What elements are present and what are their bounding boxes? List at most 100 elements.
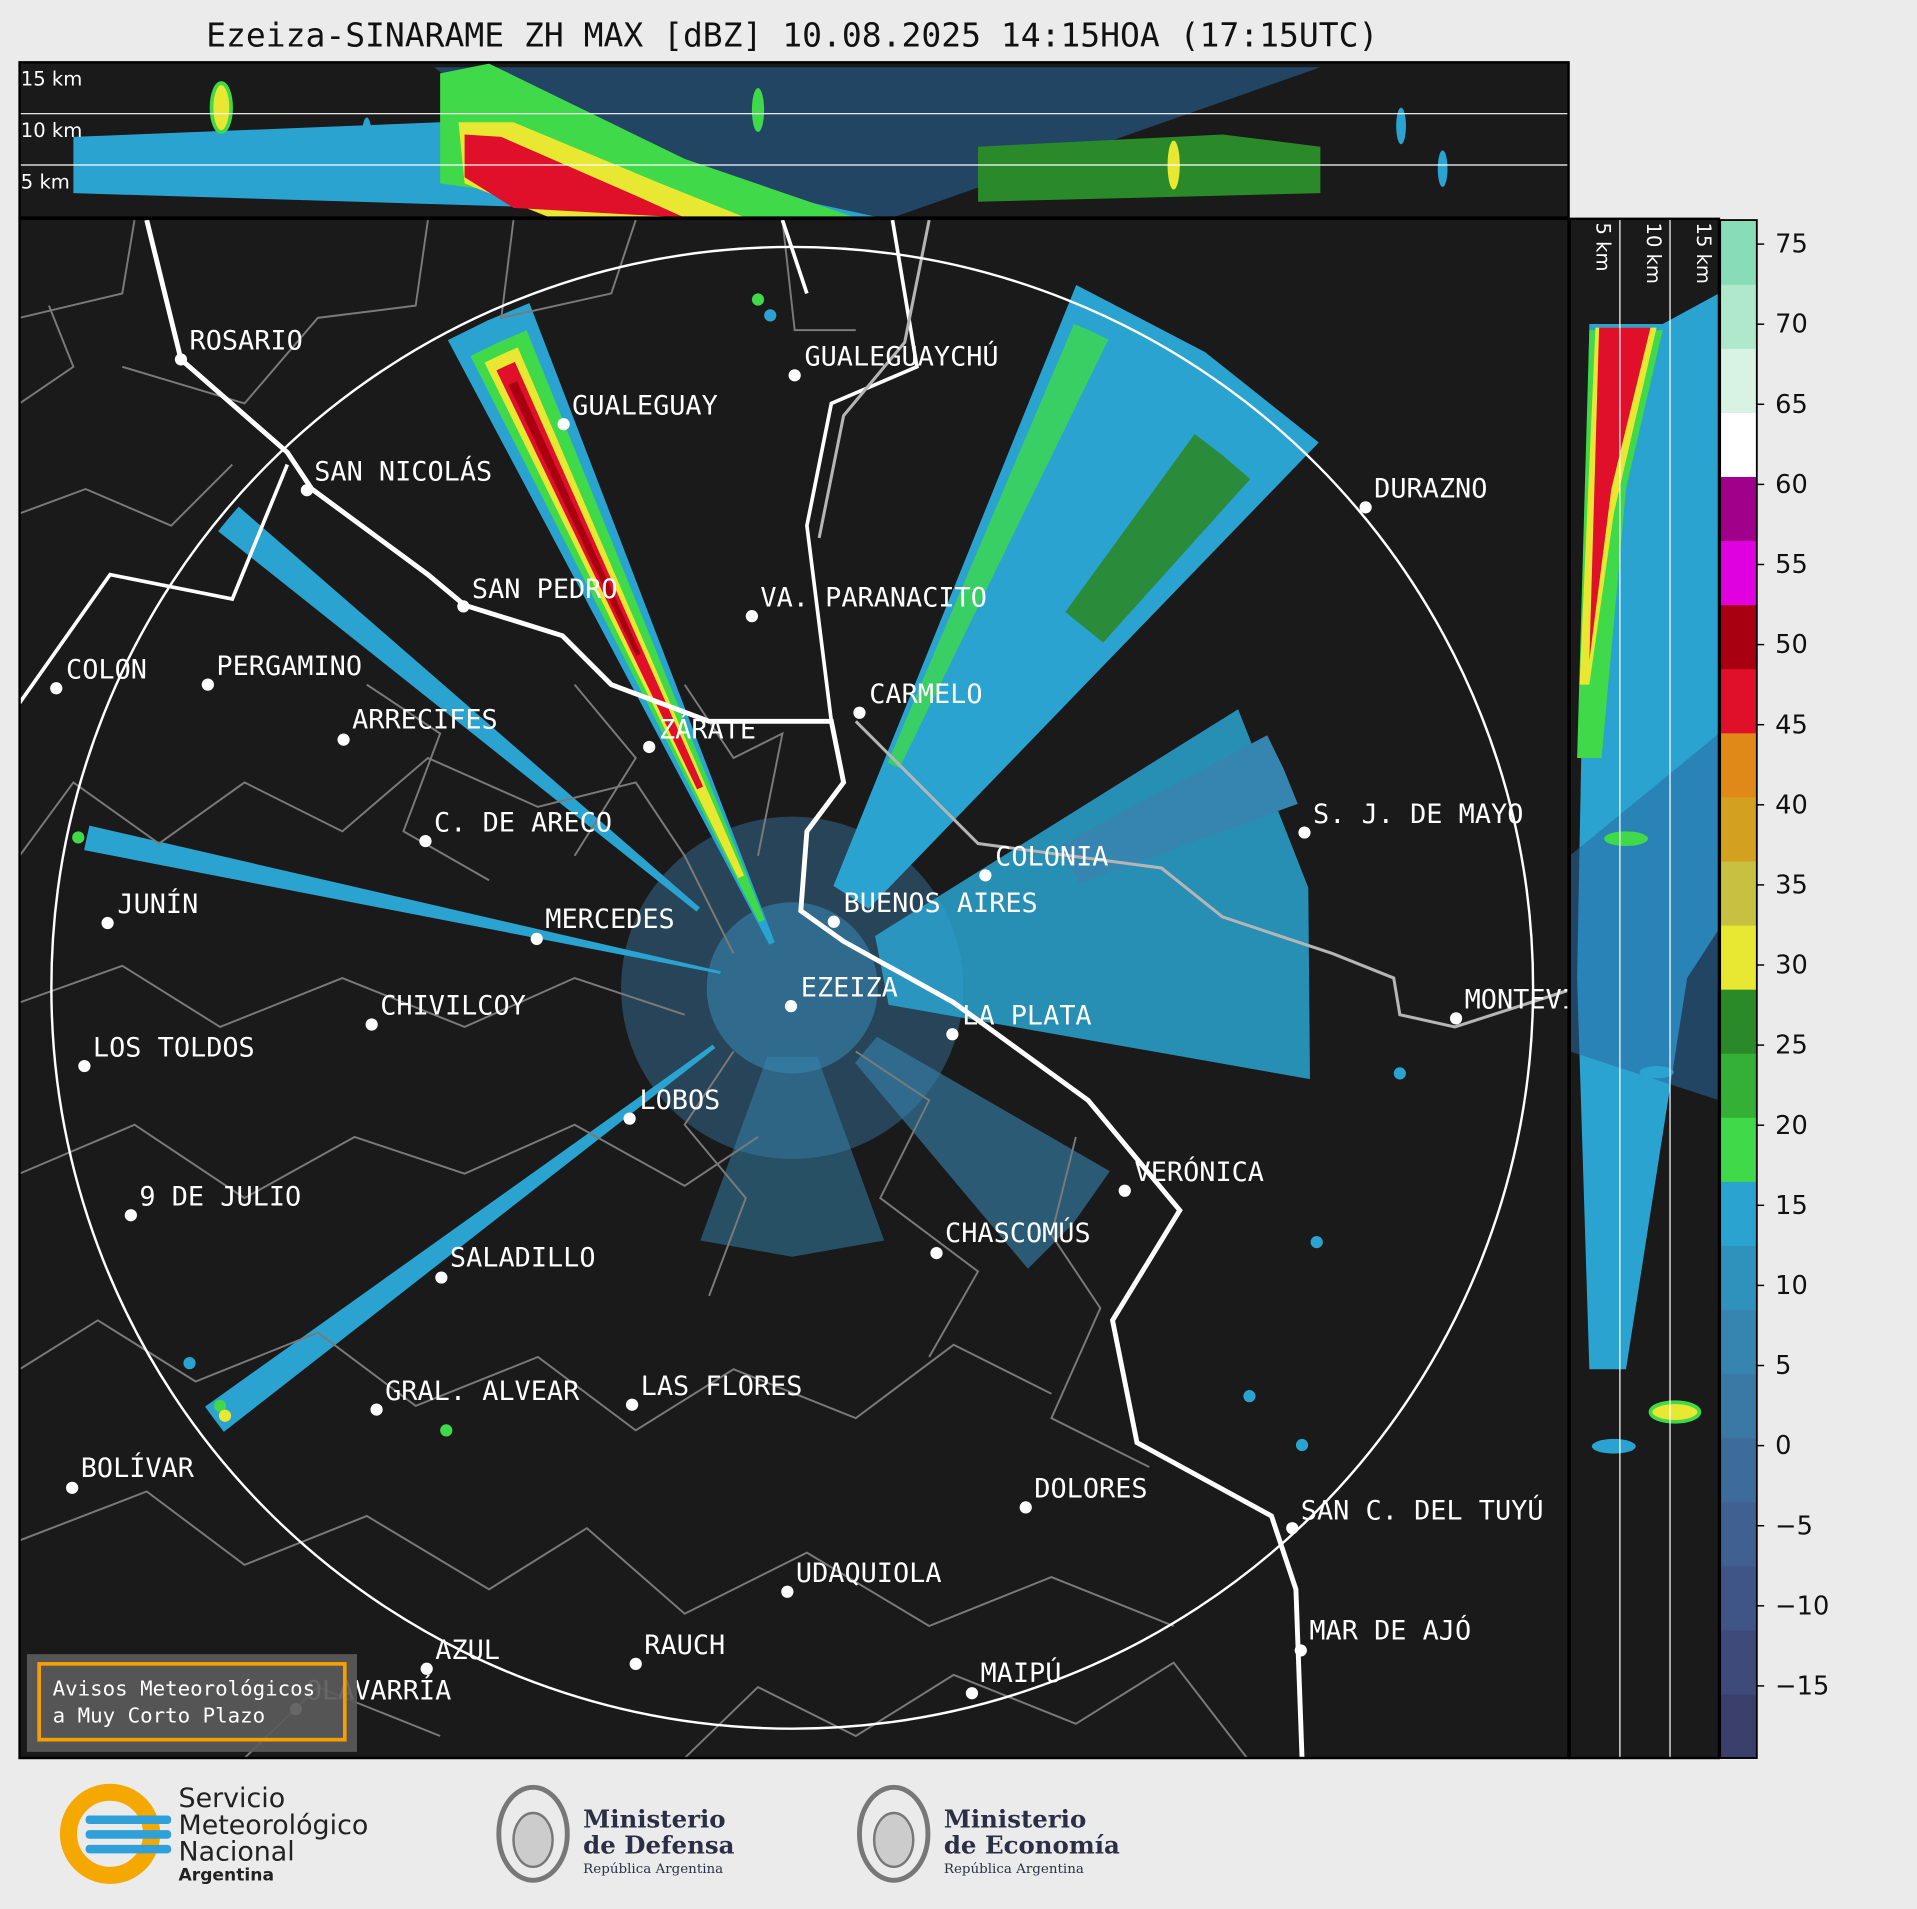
echo bbox=[440, 1424, 453, 1437]
radar-echoes bbox=[72, 284, 1406, 1452]
city-dot bbox=[1294, 1644, 1307, 1657]
colorbar-tick-label: 50 bbox=[1775, 630, 1808, 660]
notice-box bbox=[26, 1654, 358, 1752]
city-dot bbox=[625, 1398, 639, 1411]
colorbar-tick-label: 5 bbox=[1775, 1351, 1791, 1381]
echo bbox=[218, 506, 700, 912]
colorbar-segment bbox=[1720, 1437, 1757, 1503]
colorbar-segment bbox=[1720, 1181, 1757, 1246]
city-dot bbox=[174, 353, 188, 366]
colorbar-segment bbox=[1720, 1629, 1757, 1695]
echo bbox=[72, 831, 85, 844]
colorbar-segment bbox=[1720, 1245, 1757, 1311]
logo-text: Ministerio bbox=[944, 1805, 1086, 1834]
logo-text: Servicio bbox=[179, 1783, 286, 1814]
city-label: SAN PEDRO bbox=[472, 574, 618, 605]
colorbar-segment bbox=[1720, 860, 1757, 926]
city-dot bbox=[78, 1059, 91, 1073]
height-label: 10 km bbox=[21, 119, 82, 142]
city-dot bbox=[781, 1585, 794, 1598]
logo-text: Meteorológico bbox=[179, 1810, 369, 1841]
colorbar-segment bbox=[1720, 924, 1757, 990]
coastline bbox=[144, 219, 1305, 1759]
city-label: ROSARIO bbox=[190, 326, 303, 357]
city-dot bbox=[1449, 1012, 1463, 1025]
city-dot bbox=[623, 1112, 636, 1125]
right-frame bbox=[1568, 217, 1721, 1760]
borders bbox=[19, 219, 1248, 1759]
uruguay-coast bbox=[817, 219, 1569, 1029]
city-dot bbox=[420, 1662, 433, 1675]
colorbar-segment bbox=[1720, 1693, 1757, 1759]
city-label: COLONIA bbox=[995, 842, 1108, 873]
city-dot bbox=[1298, 826, 1311, 839]
height-label: 15 km bbox=[21, 68, 82, 91]
colorbar-tick-label: 25 bbox=[1775, 1031, 1808, 1061]
colorbar-tick-label: 55 bbox=[1775, 550, 1808, 580]
city-dot bbox=[979, 869, 992, 882]
height-label: 15 km bbox=[1692, 223, 1715, 284]
city-dot bbox=[419, 834, 432, 848]
colorbar-tick-label: 30 bbox=[1775, 951, 1808, 981]
city-label: CARMELO bbox=[869, 679, 982, 710]
city-dot bbox=[1019, 1501, 1032, 1514]
city-label: DURAZNO bbox=[1374, 474, 1487, 505]
city-dot bbox=[101, 916, 114, 930]
city-label: BUENOS AIRES bbox=[844, 888, 1038, 919]
city-label: CHIVILCOY bbox=[380, 991, 526, 1022]
city-label: C. DE ARECO bbox=[434, 807, 612, 838]
city-label: BOLÍVAR bbox=[81, 1452, 195, 1484]
city-label: VERÓNICA bbox=[1135, 1156, 1264, 1188]
city-label: AZUL bbox=[435, 1635, 500, 1666]
city-label: LA PLATA bbox=[962, 1000, 1091, 1031]
city-dot bbox=[965, 1687, 979, 1700]
height-label: 10 km bbox=[1642, 223, 1665, 284]
city-label: LOBOS bbox=[639, 1085, 720, 1116]
colorbar-segment bbox=[1720, 1117, 1757, 1182]
colorbar-segment bbox=[1720, 476, 1757, 542]
colorbar-segment bbox=[1720, 1373, 1757, 1439]
city-label: GUALEGUAYCHÚ bbox=[804, 341, 998, 373]
colorbar-tick-label: 45 bbox=[1775, 710, 1808, 740]
echo bbox=[855, 1036, 1110, 1269]
city-label: UDAQUIOLA bbox=[796, 1558, 942, 1589]
notice-text: a Muy Corto Plazo bbox=[53, 1704, 266, 1728]
echo bbox=[1310, 1235, 1323, 1249]
colorbar-segment bbox=[1720, 348, 1757, 413]
logo-text: de Defensa bbox=[583, 1830, 734, 1859]
city-dot bbox=[745, 610, 759, 623]
city-label: EZEIZA bbox=[801, 972, 898, 1003]
city-label: RAUCH bbox=[644, 1630, 725, 1661]
echo bbox=[183, 1357, 196, 1370]
city-dot bbox=[643, 740, 656, 754]
city-label: S. J. DE MAYO bbox=[1313, 799, 1523, 830]
colorbar-tick-label: −5 bbox=[1775, 1511, 1813, 1541]
colorbar-segment bbox=[1720, 1053, 1757, 1118]
echo bbox=[751, 293, 765, 306]
echo bbox=[508, 381, 641, 657]
colorbar-segment bbox=[1720, 732, 1757, 798]
city-label: JUNÍN bbox=[117, 888, 198, 920]
city-dot bbox=[370, 1403, 383, 1416]
echo bbox=[700, 1056, 885, 1257]
logo-text: República Argentina bbox=[944, 1862, 1084, 1877]
echo bbox=[764, 309, 777, 322]
logo-smn: Servicio Meteorológico Nacional Argentin… bbox=[59, 1783, 369, 1885]
colorbar-segment bbox=[1720, 668, 1757, 734]
city-label: MERCEDES bbox=[545, 904, 674, 935]
colorbar-tick-label: 75 bbox=[1775, 230, 1808, 260]
colorbar-frame bbox=[1719, 219, 1758, 1759]
colorbar-tick-label: 40 bbox=[1775, 790, 1808, 820]
city-label: CHASCOMÚS bbox=[945, 1217, 1091, 1249]
echo bbox=[887, 323, 1109, 769]
logo-text: República Argentina bbox=[583, 1862, 723, 1877]
city-label: MAR DE AJÓ bbox=[1309, 1614, 1471, 1646]
map: ROSARIO GUALEGUAYCHÚ GUALEGUAY SAN NICOLÁS D… bbox=[19, 218, 1569, 1759]
city-dot bbox=[337, 733, 350, 746]
echo bbox=[1393, 1067, 1406, 1080]
city-dot bbox=[365, 1018, 378, 1031]
notice-border bbox=[37, 1662, 347, 1742]
